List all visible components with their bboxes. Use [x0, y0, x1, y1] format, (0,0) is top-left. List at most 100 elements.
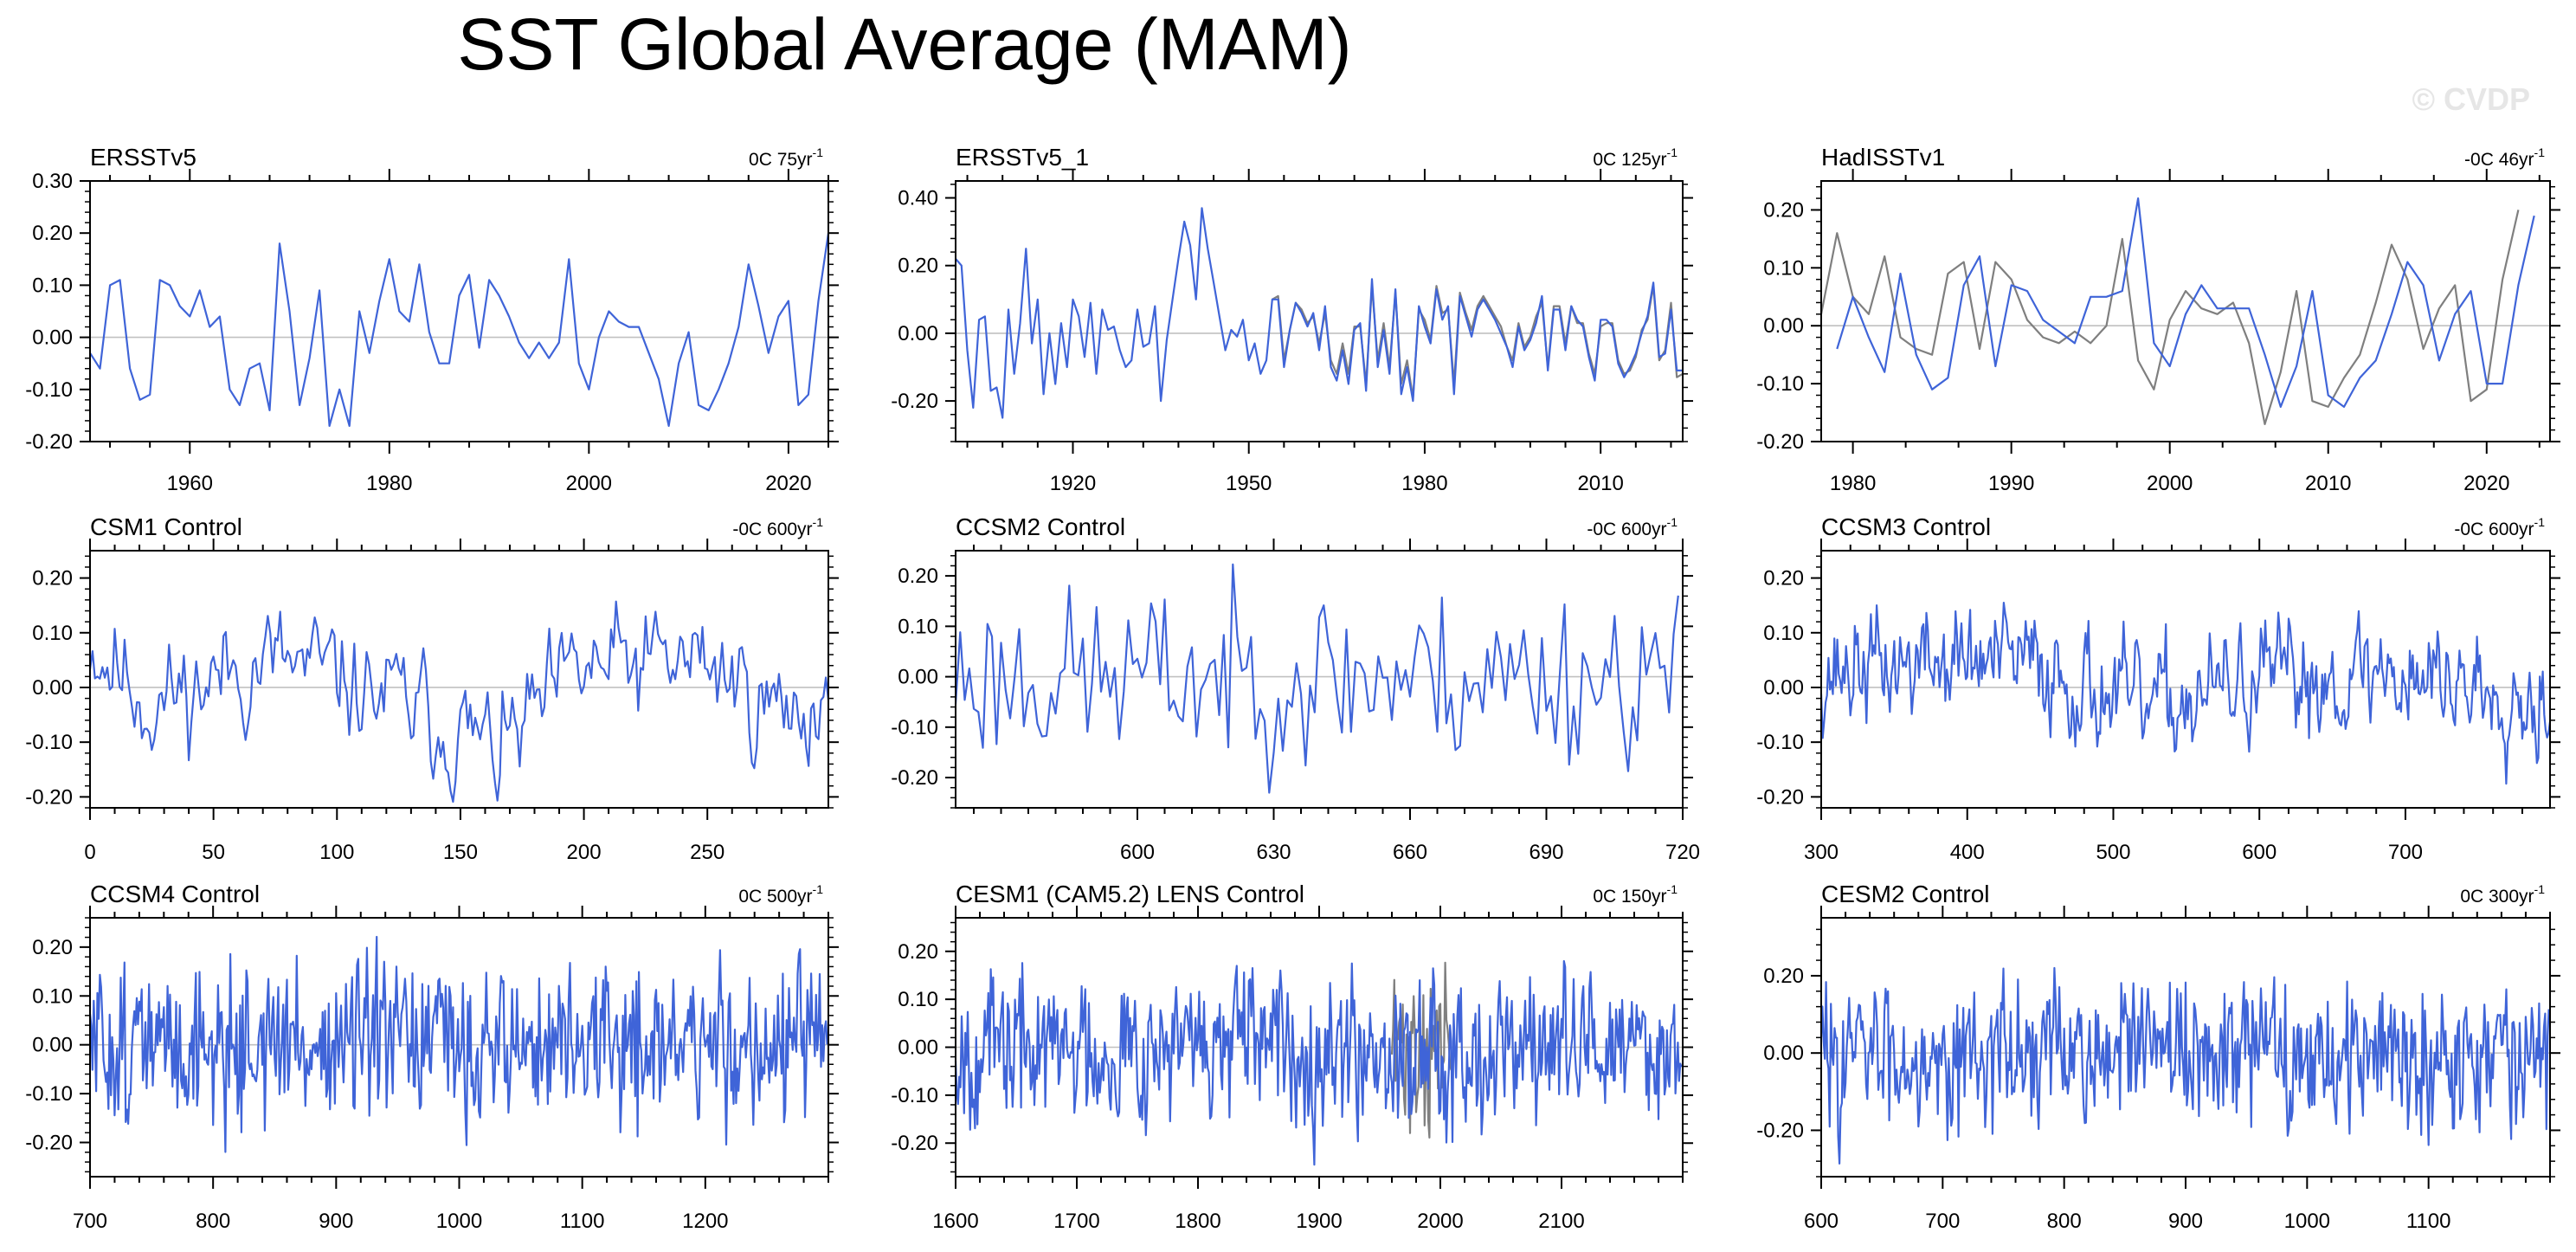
- x-tick-label: 600: [1804, 1210, 1839, 1233]
- panel-annotation-exponent: -1: [1667, 515, 1678, 529]
- x-tick-label: 1920: [1050, 472, 1096, 495]
- y-tick-label: 0.20: [32, 222, 73, 245]
- x-tick-label: 800: [196, 1210, 230, 1233]
- x-tick-label: 2100: [1538, 1210, 1584, 1233]
- y-tick-label: 0.00: [32, 326, 73, 350]
- y-tick-label: 0.10: [898, 988, 938, 1011]
- y-tick-label: 0.00: [1763, 1042, 1804, 1065]
- y-tick-label: 0.20: [898, 255, 938, 278]
- panel-title: HadISSTv1: [1821, 144, 1945, 171]
- panel-annotation-exponent: -1: [813, 145, 824, 159]
- y-tick-label: -0.10: [891, 716, 938, 739]
- panel-title: CCSM2 Control: [956, 513, 1125, 540]
- panel-annotation-exponent: -1: [813, 882, 824, 896]
- y-tick-label: 0.10: [32, 274, 73, 297]
- panel-annotation: 0C 75yr-1: [749, 145, 823, 170]
- y-tick-label: -0.20: [1756, 430, 1804, 454]
- y-tick-label: -0.10: [1756, 731, 1804, 754]
- y-tick-label: 0.00: [898, 666, 938, 689]
- x-tick-label: 2020: [2463, 472, 2509, 495]
- y-tick-label: 0.10: [32, 984, 73, 1008]
- x-tick-label: 1950: [1226, 472, 1272, 495]
- panel-title: CCSM3 Control: [1821, 513, 1991, 540]
- y-tick-label: 0.00: [1763, 676, 1804, 700]
- series-line: [955, 207, 1683, 419]
- panel-annotation-exponent: -1: [813, 515, 824, 529]
- series-line: [954, 563, 1679, 794]
- reference-series-line: [1272, 285, 1684, 399]
- x-tick-label: 1700: [1053, 1210, 1099, 1233]
- y-tick-label: 0.00: [898, 1036, 938, 1060]
- x-tick-label: 1990: [1988, 472, 2034, 495]
- y-tick-label: -0.20: [891, 1132, 938, 1155]
- chart-panel: CESM2 Control 0C 300yr-1 600 700 800 900 1000 1…: [1756, 881, 2560, 1233]
- x-tick-label: 690: [1529, 841, 1563, 864]
- y-tick-label: -0.20: [25, 430, 73, 454]
- panel-annotation: -0C 600yr-1: [2454, 515, 2545, 539]
- panel-title: ERSSTv5_1: [956, 144, 1089, 171]
- x-tick-label: 2010: [1577, 472, 1623, 495]
- y-tick-label: 0.20: [1763, 198, 1804, 222]
- x-tick-label: 1900: [1296, 1210, 1342, 1233]
- y-tick-label: -0.20: [1756, 785, 1804, 809]
- panel-annotation: -0C 46yr-1: [2464, 145, 2545, 170]
- y-tick-label: -0.10: [25, 731, 73, 754]
- x-tick-label: 2000: [1417, 1210, 1463, 1233]
- chart-panel: CCSM4 Control 0C 500yr-1 700 800 900 1000 1100…: [25, 881, 839, 1233]
- x-tick-label: 1100: [2406, 1210, 2451, 1233]
- plot-frame: [955, 550, 1684, 809]
- x-tick-label: 1100: [560, 1210, 605, 1233]
- y-tick-label: 0.00: [1763, 314, 1804, 338]
- x-tick-label: 200: [567, 841, 602, 864]
- series-line: [1819, 602, 2552, 785]
- x-tick-label: 2000: [566, 472, 612, 495]
- y-tick-label: 0.10: [32, 622, 73, 645]
- chart-panel: CCSM2 Control -0C 600yr-1 600 630 660 690 720 0…: [891, 513, 1700, 864]
- x-tick-label: 50: [202, 841, 225, 864]
- panel-title: CSM1 Control: [90, 513, 242, 540]
- panel-annotation: 0C 500yr-1: [738, 882, 823, 907]
- x-tick-label: 660: [1393, 841, 1427, 864]
- x-tick-label: 2010: [2305, 472, 2351, 495]
- panel-annotation: 0C 150yr-1: [1593, 882, 1678, 907]
- chart-panel: ERSSTv5_1 0C 125yr-1 1920 1950 1980 2010 0.40 0…: [891, 144, 1693, 495]
- y-tick-label: 0.20: [32, 567, 73, 591]
- panel-annotation-exponent: -1: [1667, 882, 1678, 896]
- panel-title: CESM2 Control: [1821, 881, 1990, 907]
- x-tick-label: 1960: [167, 472, 213, 495]
- x-tick-label: 1200: [682, 1210, 728, 1233]
- chart-panel: CCSM3 Control -0C 600yr-1 300 400 500 600 700 0…: [1756, 513, 2560, 864]
- y-tick-label: -0.10: [891, 1084, 938, 1107]
- y-tick-label: 0.20: [1763, 567, 1804, 591]
- reference-series-line: [1819, 210, 2520, 425]
- y-tick-label: 0.30: [32, 170, 73, 193]
- y-tick-label: -0.10: [25, 378, 73, 402]
- y-tick-label: 0.10: [1763, 256, 1804, 280]
- x-tick-label: 150: [443, 841, 478, 864]
- x-tick-label: 1800: [1175, 1210, 1220, 1233]
- panel-annotation-exponent: -1: [2534, 145, 2546, 159]
- plot-frame: [1820, 180, 2551, 442]
- panel-title: CESM1 (CAM5.2) LENS Control: [956, 881, 1304, 907]
- panel-annotation: 0C 125yr-1: [1593, 145, 1678, 170]
- y-tick-label: 0.20: [898, 565, 938, 588]
- figure-title: SST Global Average (MAM): [457, 3, 1351, 85]
- chart-panel: CESM1 (CAM5.2) LENS Control 0C 150yr-1 160…: [891, 881, 1693, 1233]
- watermark: © CVDP: [2412, 81, 2530, 117]
- y-tick-label: -0.10: [1756, 372, 1804, 396]
- plot-frame: [89, 550, 829, 809]
- x-tick-label: 1000: [2284, 1210, 2330, 1233]
- y-tick-label: 0.20: [32, 936, 73, 959]
- panel-annotation: -0C 600yr-1: [1587, 515, 1678, 539]
- panel-title: ERSSTv5: [90, 144, 196, 171]
- panel-title: CCSM4 Control: [90, 881, 260, 907]
- x-tick-label: 800: [2047, 1210, 2082, 1233]
- y-tick-label: 0.20: [1763, 965, 1804, 988]
- x-tick-label: 500: [2096, 841, 2130, 864]
- y-tick-label: 0.10: [1763, 622, 1804, 645]
- x-tick-label: 0: [84, 841, 95, 864]
- chart-panel: ERSSTv5 0C 75yr-1 1960 1980 2000 2020 0.30 0.20…: [25, 144, 839, 495]
- y-tick-label: -0.10: [25, 1082, 73, 1106]
- plot-frame: [1820, 550, 2551, 809]
